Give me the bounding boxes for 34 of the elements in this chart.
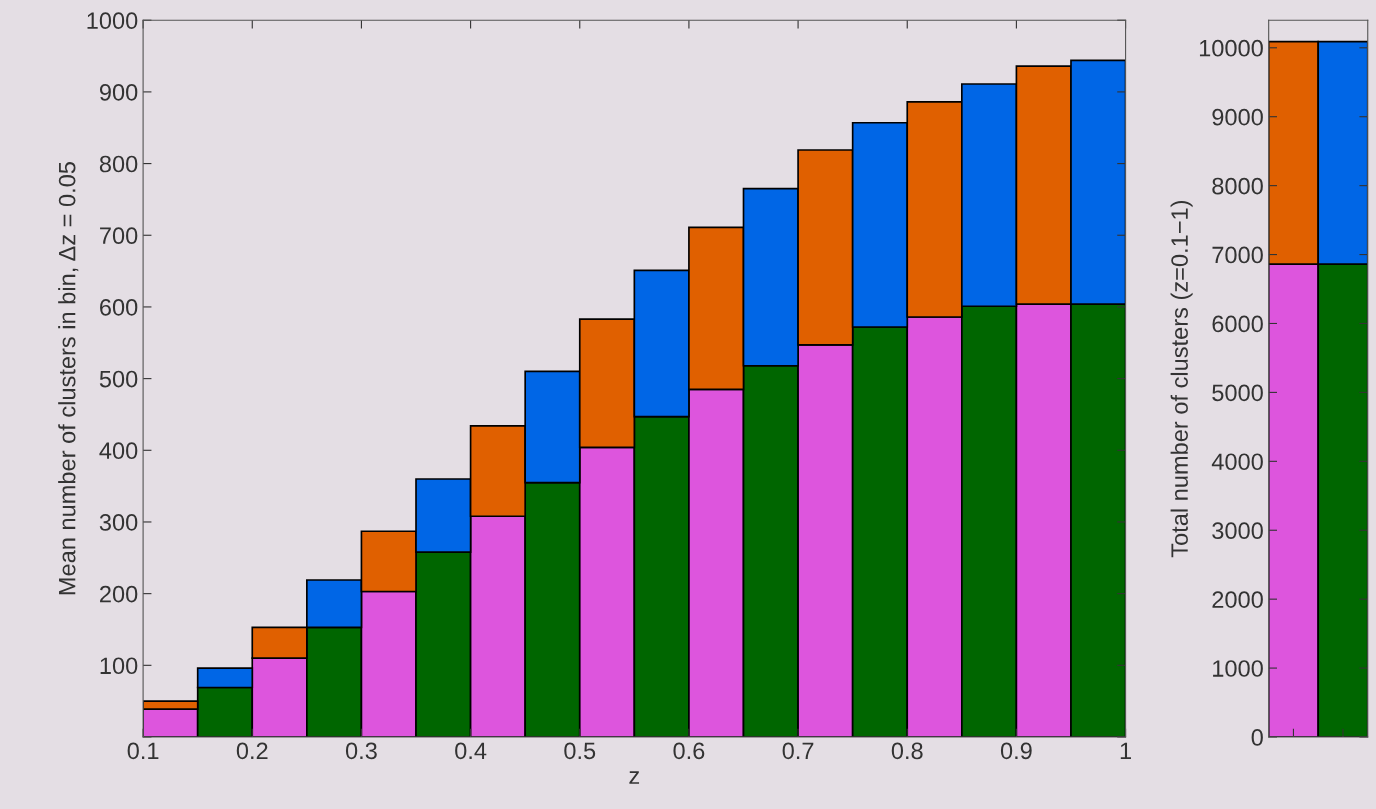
x-tick-label: 0.6 (673, 742, 705, 760)
y-tick-label: 2000 (1212, 591, 1263, 608)
x-tick-label: 0.7 (782, 742, 814, 760)
y-tick-label: 7000 (1212, 246, 1263, 264)
y-tick-label: 100 (100, 657, 138, 675)
y-tick-label: 3000 (1212, 522, 1263, 540)
y-tick-label: 8000 (1212, 177, 1263, 195)
y-axis-title: Total number of clusters (z=0.1−1) (1170, 200, 1193, 558)
y-tick-label: 5000 (1212, 384, 1263, 402)
y-tick-label: 600 (100, 299, 138, 316)
x-tick-label: 0.8 (891, 742, 923, 760)
x-tick-label: 0.9 (1000, 742, 1032, 760)
y-tick-label: 6000 (1212, 315, 1263, 333)
y-tick-label: 800 (99, 155, 138, 173)
y-tick-label: 1000 (87, 12, 138, 30)
y-tick-label: 700 (100, 227, 138, 245)
y-tick-label: 500 (99, 370, 138, 388)
y-tick-label: 200 (100, 585, 138, 603)
x-tick-label: 0.2 (236, 742, 268, 760)
x-tick-label: 0.1 (127, 742, 159, 760)
x-tick-label: 0.4 (455, 742, 487, 760)
y-tick-label: 300 (99, 514, 138, 531)
y-tick-label: 10000 (1199, 39, 1263, 57)
x-tick-label: 1 (1120, 742, 1131, 759)
y-axis-title: Mean number of clusters in bin, Δz = 0.05 (58, 162, 79, 595)
y-tick-label: 4000 (1211, 453, 1263, 471)
x-axis-title: z (629, 771, 640, 784)
x-tick-label: 0.3 (345, 742, 377, 760)
y-tick-label: 900 (99, 83, 138, 101)
x-tick-label: 0.5 (564, 742, 596, 760)
y-tick-label: 1000 (1213, 660, 1263, 677)
y-tick-label: 0 (1251, 729, 1263, 746)
y-tick-label: 400 (99, 442, 138, 460)
y-tick-label: 9000 (1212, 108, 1263, 126)
